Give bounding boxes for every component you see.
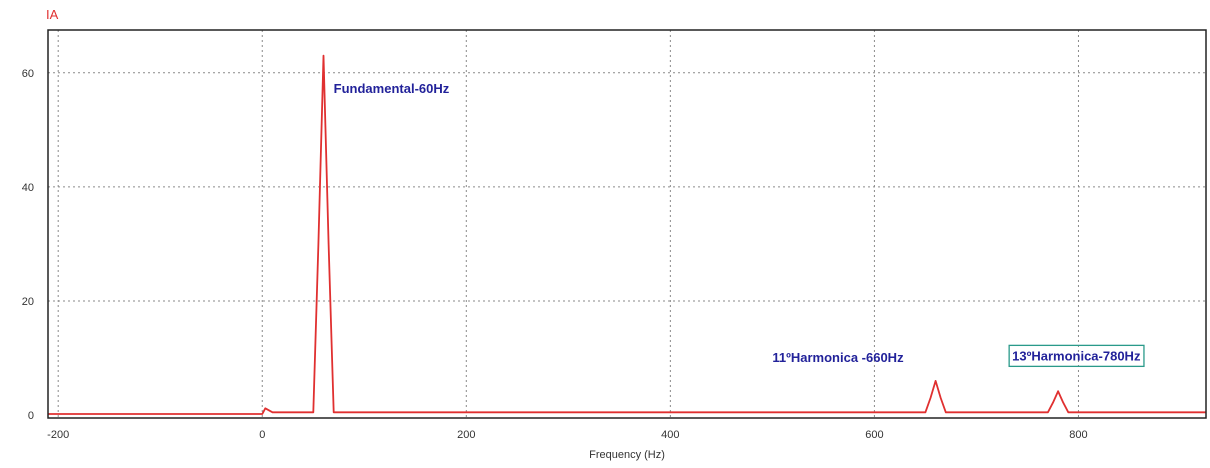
signal-name-label: IA: [46, 7, 59, 22]
y-tick-label: 40: [22, 182, 34, 194]
annotations: Fundamental-60Hz 11ºHarmonica -660Hz 13ºHa…: [334, 81, 1145, 368]
x-tick-label: 600: [865, 429, 883, 441]
annotation-label: Fundamental-60Hz: [334, 81, 450, 96]
annotation-label: 11ºHarmonica -660Hz: [772, 350, 904, 365]
y-tick-label: 0: [28, 410, 34, 422]
annotation-box: [1008, 344, 1145, 368]
plot-frame: [47, 29, 1207, 419]
y-axis-ticks: 0 20 40 60: [22, 68, 34, 422]
series-layer: [48, 54, 1206, 415]
x-tick-label: -200: [47, 429, 69, 441]
x-axis-title: Frequency (Hz): [589, 449, 665, 461]
x-tick-label: 0: [259, 429, 265, 441]
series-line: [48, 54, 1206, 415]
annotation-label: 13ºHarmonica-780Hz: [1012, 348, 1141, 363]
x-axis-ticks: -200 0 200 400 600 800: [47, 429, 1087, 441]
y-tick-label: 60: [22, 68, 34, 80]
y-tick-label: 20: [22, 296, 34, 308]
x-tick-label: 200: [457, 429, 475, 441]
grid: [48, 30, 1206, 418]
x-tick-label: 400: [661, 429, 679, 441]
x-tick-label: 800: [1069, 429, 1087, 441]
